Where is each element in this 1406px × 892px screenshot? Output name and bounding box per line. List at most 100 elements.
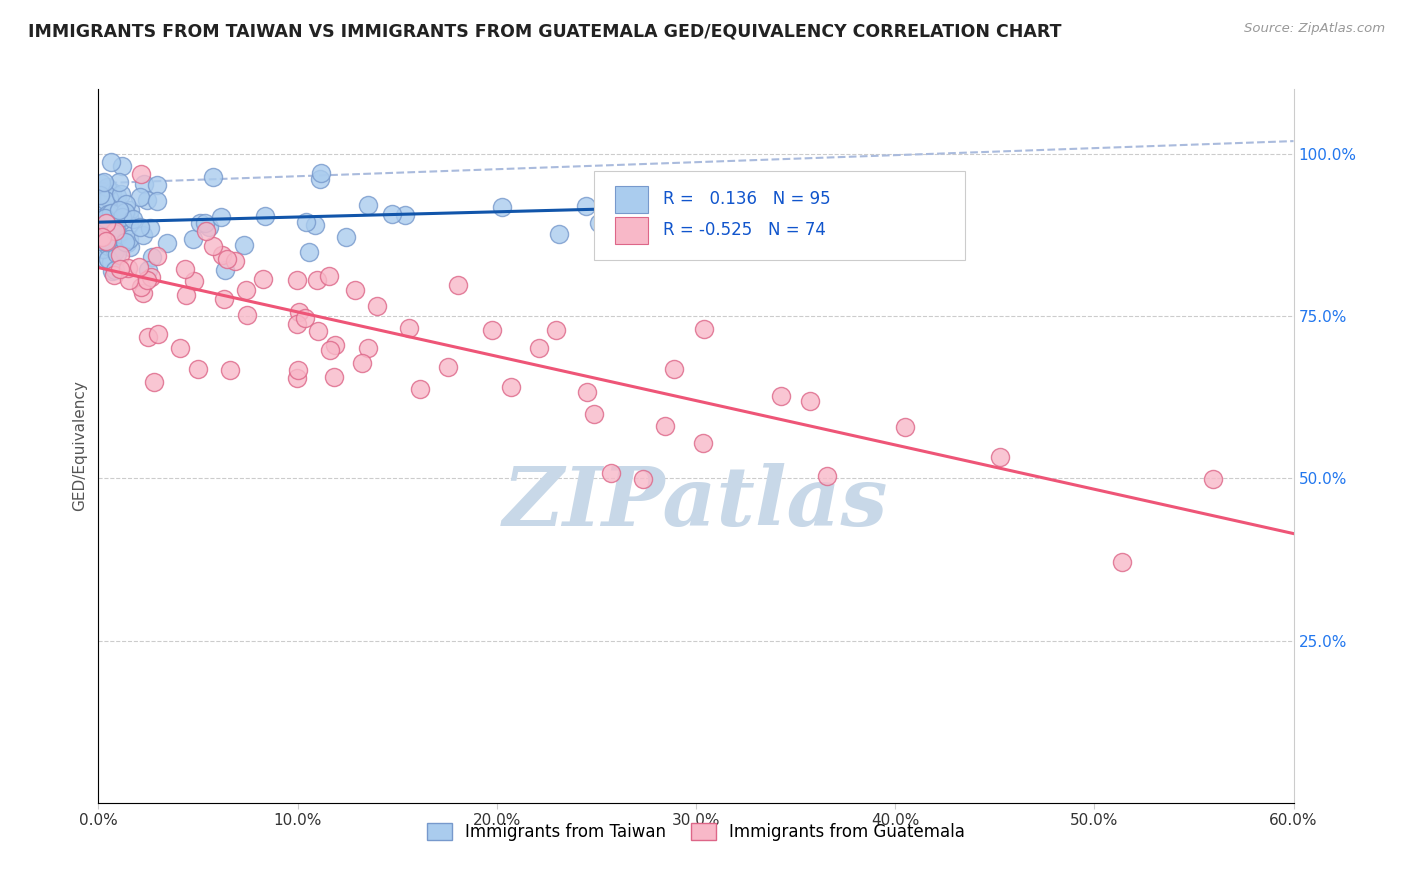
Point (91, 242, 114, 256)
Point (318, 269, 340, 284)
Point (132, 177, 155, 191)
Point (105, 188, 128, 202)
Point (100, 155, 122, 169)
Point (103, 213, 125, 227)
Point (135, 193, 157, 207)
Point (107, 202, 129, 217)
Point (129, 220, 152, 235)
Point (398, 320, 420, 334)
Point (145, 194, 167, 209)
Point (111, 207, 134, 221)
Point (287, 273, 309, 287)
Point (93, 175, 115, 189)
Point (481, 323, 503, 337)
Point (322, 370, 344, 384)
Text: R = -0.525   N = 74: R = -0.525 N = 74 (662, 221, 825, 239)
Point (108, 176, 131, 190)
FancyBboxPatch shape (595, 171, 965, 260)
Point (111, 211, 134, 225)
Point (105, 227, 128, 242)
Point (138, 221, 160, 235)
Point (90, 234, 112, 248)
Point (319, 343, 342, 357)
Point (307, 324, 329, 338)
Point (295, 214, 318, 228)
Point (529, 341, 551, 355)
Point (1111, 555, 1133, 569)
Point (110, 186, 132, 201)
Point (100, 206, 122, 220)
Point (131, 285, 153, 300)
Point (96, 235, 118, 250)
Point (135, 273, 157, 287)
Point (93, 214, 115, 228)
Point (219, 362, 242, 376)
Point (104, 223, 127, 237)
Point (110, 261, 132, 276)
Point (770, 389, 793, 403)
Point (100, 264, 122, 278)
Text: R =   0.136   N = 95: R = 0.136 N = 95 (662, 190, 830, 208)
Point (343, 283, 366, 297)
Point (209, 210, 232, 224)
Point (202, 170, 225, 185)
Point (146, 326, 169, 341)
Point (294, 310, 316, 325)
Point (122, 211, 145, 226)
Point (548, 227, 571, 241)
Point (181, 231, 204, 245)
Point (89, 211, 111, 225)
Point (201, 238, 224, 252)
Point (988, 450, 1011, 464)
Point (118, 202, 141, 217)
Point (104, 262, 127, 277)
Point (118, 232, 141, 246)
Point (583, 407, 606, 421)
Point (107, 229, 129, 244)
Point (156, 236, 179, 251)
Point (128, 260, 150, 274)
Point (97, 239, 120, 253)
Point (129, 190, 152, 204)
Point (136, 330, 159, 344)
Point (129, 280, 152, 294)
Point (118, 218, 141, 232)
Point (194, 216, 217, 230)
Point (141, 251, 163, 265)
Point (97, 190, 120, 204)
Point (235, 283, 257, 297)
Point (305, 273, 328, 287)
Point (174, 287, 197, 301)
Point (96, 235, 118, 249)
Point (131, 227, 153, 242)
Legend: Immigrants from Taiwan, Immigrants from Guatemala: Immigrants from Taiwan, Immigrants from … (420, 816, 972, 848)
Point (599, 466, 621, 480)
Point (693, 322, 716, 336)
Point (117, 260, 139, 275)
Point (692, 436, 714, 450)
Point (309, 166, 332, 180)
Point (252, 272, 274, 286)
Point (108, 248, 131, 262)
Point (366, 299, 388, 313)
Point (288, 305, 311, 319)
Point (335, 229, 357, 244)
Point (136, 263, 159, 277)
Point (105, 247, 128, 261)
Point (100, 221, 122, 235)
Point (96, 234, 118, 248)
Point (644, 227, 666, 242)
Point (90, 220, 112, 235)
Point (103, 225, 125, 239)
Point (114, 235, 136, 250)
Bar (614, 217, 648, 244)
Point (236, 309, 259, 323)
Point (183, 274, 205, 288)
Point (96, 252, 118, 266)
Point (110, 206, 132, 220)
Point (501, 380, 523, 394)
Point (118, 210, 141, 224)
Point (357, 198, 380, 212)
Point (212, 292, 235, 306)
Point (297, 244, 319, 259)
